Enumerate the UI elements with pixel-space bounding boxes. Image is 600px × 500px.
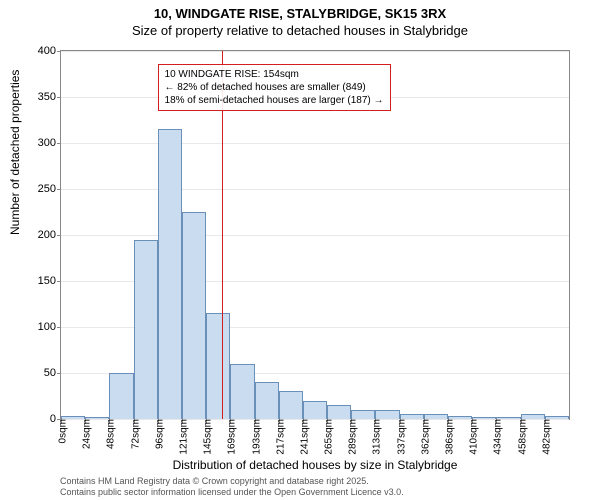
histogram-bar: [375, 410, 399, 419]
gridline-h: [61, 235, 569, 236]
histogram-bar: [255, 382, 279, 419]
annotation-line2: ← 82% of detached houses are smaller (84…: [165, 81, 384, 94]
attribution-footer: Contains HM Land Registry data © Crown c…: [60, 476, 404, 498]
chart-title-address: 10, WINDGATE RISE, STALYBRIDGE, SK15 3RX: [0, 0, 600, 21]
histogram-bar: [351, 410, 375, 419]
annotation-line3: 18% of semi-detached houses are larger (…: [165, 94, 384, 107]
plot-area: 0501001502002503003504000sqm24sqm48sqm72…: [60, 50, 570, 420]
xtick-label: 434sqm: [489, 419, 504, 455]
xtick-label: 337sqm: [392, 419, 407, 455]
xtick-label: 24sqm: [78, 419, 93, 449]
histogram-bar: [230, 364, 254, 419]
chart-subtitle: Size of property relative to detached ho…: [0, 21, 600, 38]
xtick-label: 265sqm: [320, 419, 335, 455]
ytick-label: 350: [38, 91, 61, 103]
xtick-label: 217sqm: [271, 419, 286, 455]
histogram-bar: [327, 405, 351, 419]
x-axis-label: Distribution of detached houses by size …: [60, 458, 570, 472]
footer-line-1: Contains HM Land Registry data © Crown c…: [60, 476, 404, 487]
xtick-label: 313sqm: [368, 419, 383, 455]
gridline-h: [61, 189, 569, 190]
ytick-label: 100: [38, 321, 61, 333]
histogram-bar: [303, 401, 327, 419]
xtick-label: 410sqm: [465, 419, 480, 455]
annotation-line1: 10 WINDGATE RISE: 154sqm: [165, 68, 384, 81]
xtick-label: 169sqm: [223, 419, 238, 455]
footer-line-2: Contains public sector information licen…: [60, 487, 404, 498]
xtick-label: 362sqm: [416, 419, 431, 455]
gridline-h: [61, 51, 569, 52]
xtick-label: 0sqm: [54, 419, 69, 443]
y-axis-label: Number of detached properties: [8, 70, 22, 235]
xtick-label: 386sqm: [441, 419, 456, 455]
ytick-label: 250: [38, 183, 61, 195]
xtick-label: 458sqm: [513, 419, 528, 455]
histogram-bar: [182, 212, 206, 419]
xtick-label: 145sqm: [199, 419, 214, 455]
ytick-label: 150: [38, 275, 61, 287]
histogram-bar: [279, 391, 303, 419]
histogram-chart: 10, WINDGATE RISE, STALYBRIDGE, SK15 3RX…: [0, 0, 600, 500]
xtick-label: 482sqm: [537, 419, 552, 455]
xtick-label: 121sqm: [174, 419, 189, 455]
ytick-label: 300: [38, 137, 61, 149]
gridline-h: [61, 143, 569, 144]
histogram-bar: [206, 313, 230, 419]
ytick-label: 400: [38, 45, 61, 57]
xtick-label: 48sqm: [102, 419, 117, 449]
histogram-bar: [158, 129, 182, 419]
xtick-label: 289sqm: [344, 419, 359, 455]
ytick-label: 50: [44, 367, 61, 379]
xtick-label: 72sqm: [126, 419, 141, 449]
xtick-label: 96sqm: [150, 419, 165, 449]
xtick-label: 193sqm: [247, 419, 262, 455]
xtick-label: 241sqm: [295, 419, 310, 455]
annotation-box: 10 WINDGATE RISE: 154sqm← 82% of detache…: [158, 64, 391, 111]
histogram-bar: [109, 373, 133, 419]
histogram-bar: [134, 240, 158, 419]
ytick-label: 200: [38, 229, 61, 241]
